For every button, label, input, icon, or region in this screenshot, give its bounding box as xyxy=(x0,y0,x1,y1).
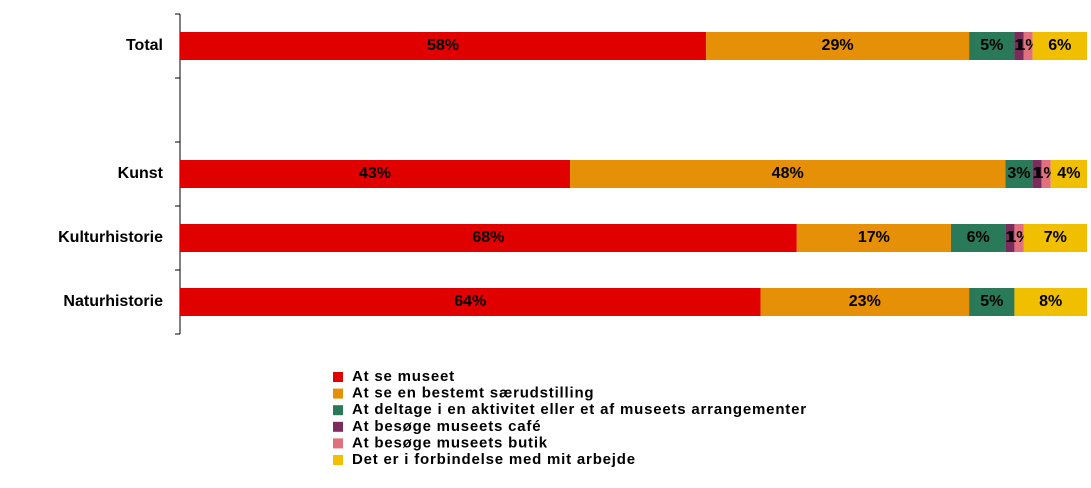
legend-label: Det er i forbindelse med mit arbejde xyxy=(352,451,636,468)
data-label: 5% xyxy=(980,293,1003,310)
data-label: 64% xyxy=(454,293,486,310)
bar-segment xyxy=(180,160,571,188)
legend-label: At deltage i en aktivitet eller et af mu… xyxy=(352,401,807,418)
data-label: 8% xyxy=(1039,293,1062,310)
y-tick-label: Kulturhistorie xyxy=(58,229,163,246)
bar-segment xyxy=(1050,160,1087,188)
data-label: 48% xyxy=(772,165,804,182)
data-label: 29% xyxy=(822,37,854,54)
data-label: 68% xyxy=(472,229,504,246)
bar-segment xyxy=(180,32,707,60)
bar-segment xyxy=(1014,288,1087,316)
data-label: 17% xyxy=(858,229,890,246)
bar-segment xyxy=(969,32,1015,60)
bar-segment xyxy=(570,160,1006,188)
data-label: 43% xyxy=(359,165,391,182)
bar-segment xyxy=(1032,32,1087,60)
data-label: 3% xyxy=(1007,165,1030,182)
y-tick-label: Kunst xyxy=(118,165,164,182)
bar-segment xyxy=(1005,160,1033,188)
bar-segment xyxy=(1005,224,1015,252)
data-label: 1 xyxy=(1033,165,1042,182)
bar-segment xyxy=(969,288,1015,316)
data-label: 5% xyxy=(980,37,1003,54)
bar-segment xyxy=(180,288,761,316)
data-label: 1 xyxy=(1015,37,1024,54)
bar-segment xyxy=(1014,32,1024,60)
legend-label: At se en bestemt særudstilling xyxy=(352,385,594,402)
legend-swatch xyxy=(333,438,343,449)
bar-segment xyxy=(1023,32,1033,60)
legend-label: At se museet xyxy=(352,368,455,385)
bar-segment xyxy=(1014,224,1024,252)
legend-swatch xyxy=(333,405,343,416)
legend-swatch xyxy=(333,372,343,382)
legend-label: At besøge museets butik xyxy=(352,434,548,451)
data-label: 4% xyxy=(1057,165,1080,182)
bar-segment xyxy=(760,288,970,316)
bar-segment xyxy=(706,32,970,60)
data-label: 6% xyxy=(967,229,990,246)
bar-segment xyxy=(1032,160,1042,188)
legend-label: At besøge museets café xyxy=(352,418,541,435)
bar-segment xyxy=(1023,224,1087,252)
data-label: 58% xyxy=(427,37,459,54)
data-label: 1 xyxy=(1005,229,1014,246)
data-label: 7% xyxy=(1044,229,1067,246)
data-label: 6% xyxy=(1048,37,1071,54)
bar-segment xyxy=(950,224,1006,252)
legend-swatch xyxy=(333,388,343,399)
bar-segment xyxy=(1041,160,1051,188)
data-label: 23% xyxy=(849,293,881,310)
bar-segment xyxy=(796,224,951,252)
y-tick-label: Total xyxy=(126,37,163,54)
bar-segment xyxy=(180,224,797,252)
legend-swatch xyxy=(333,455,343,465)
legend-swatch xyxy=(333,421,343,432)
y-tick-label: Naturhistorie xyxy=(63,293,163,310)
